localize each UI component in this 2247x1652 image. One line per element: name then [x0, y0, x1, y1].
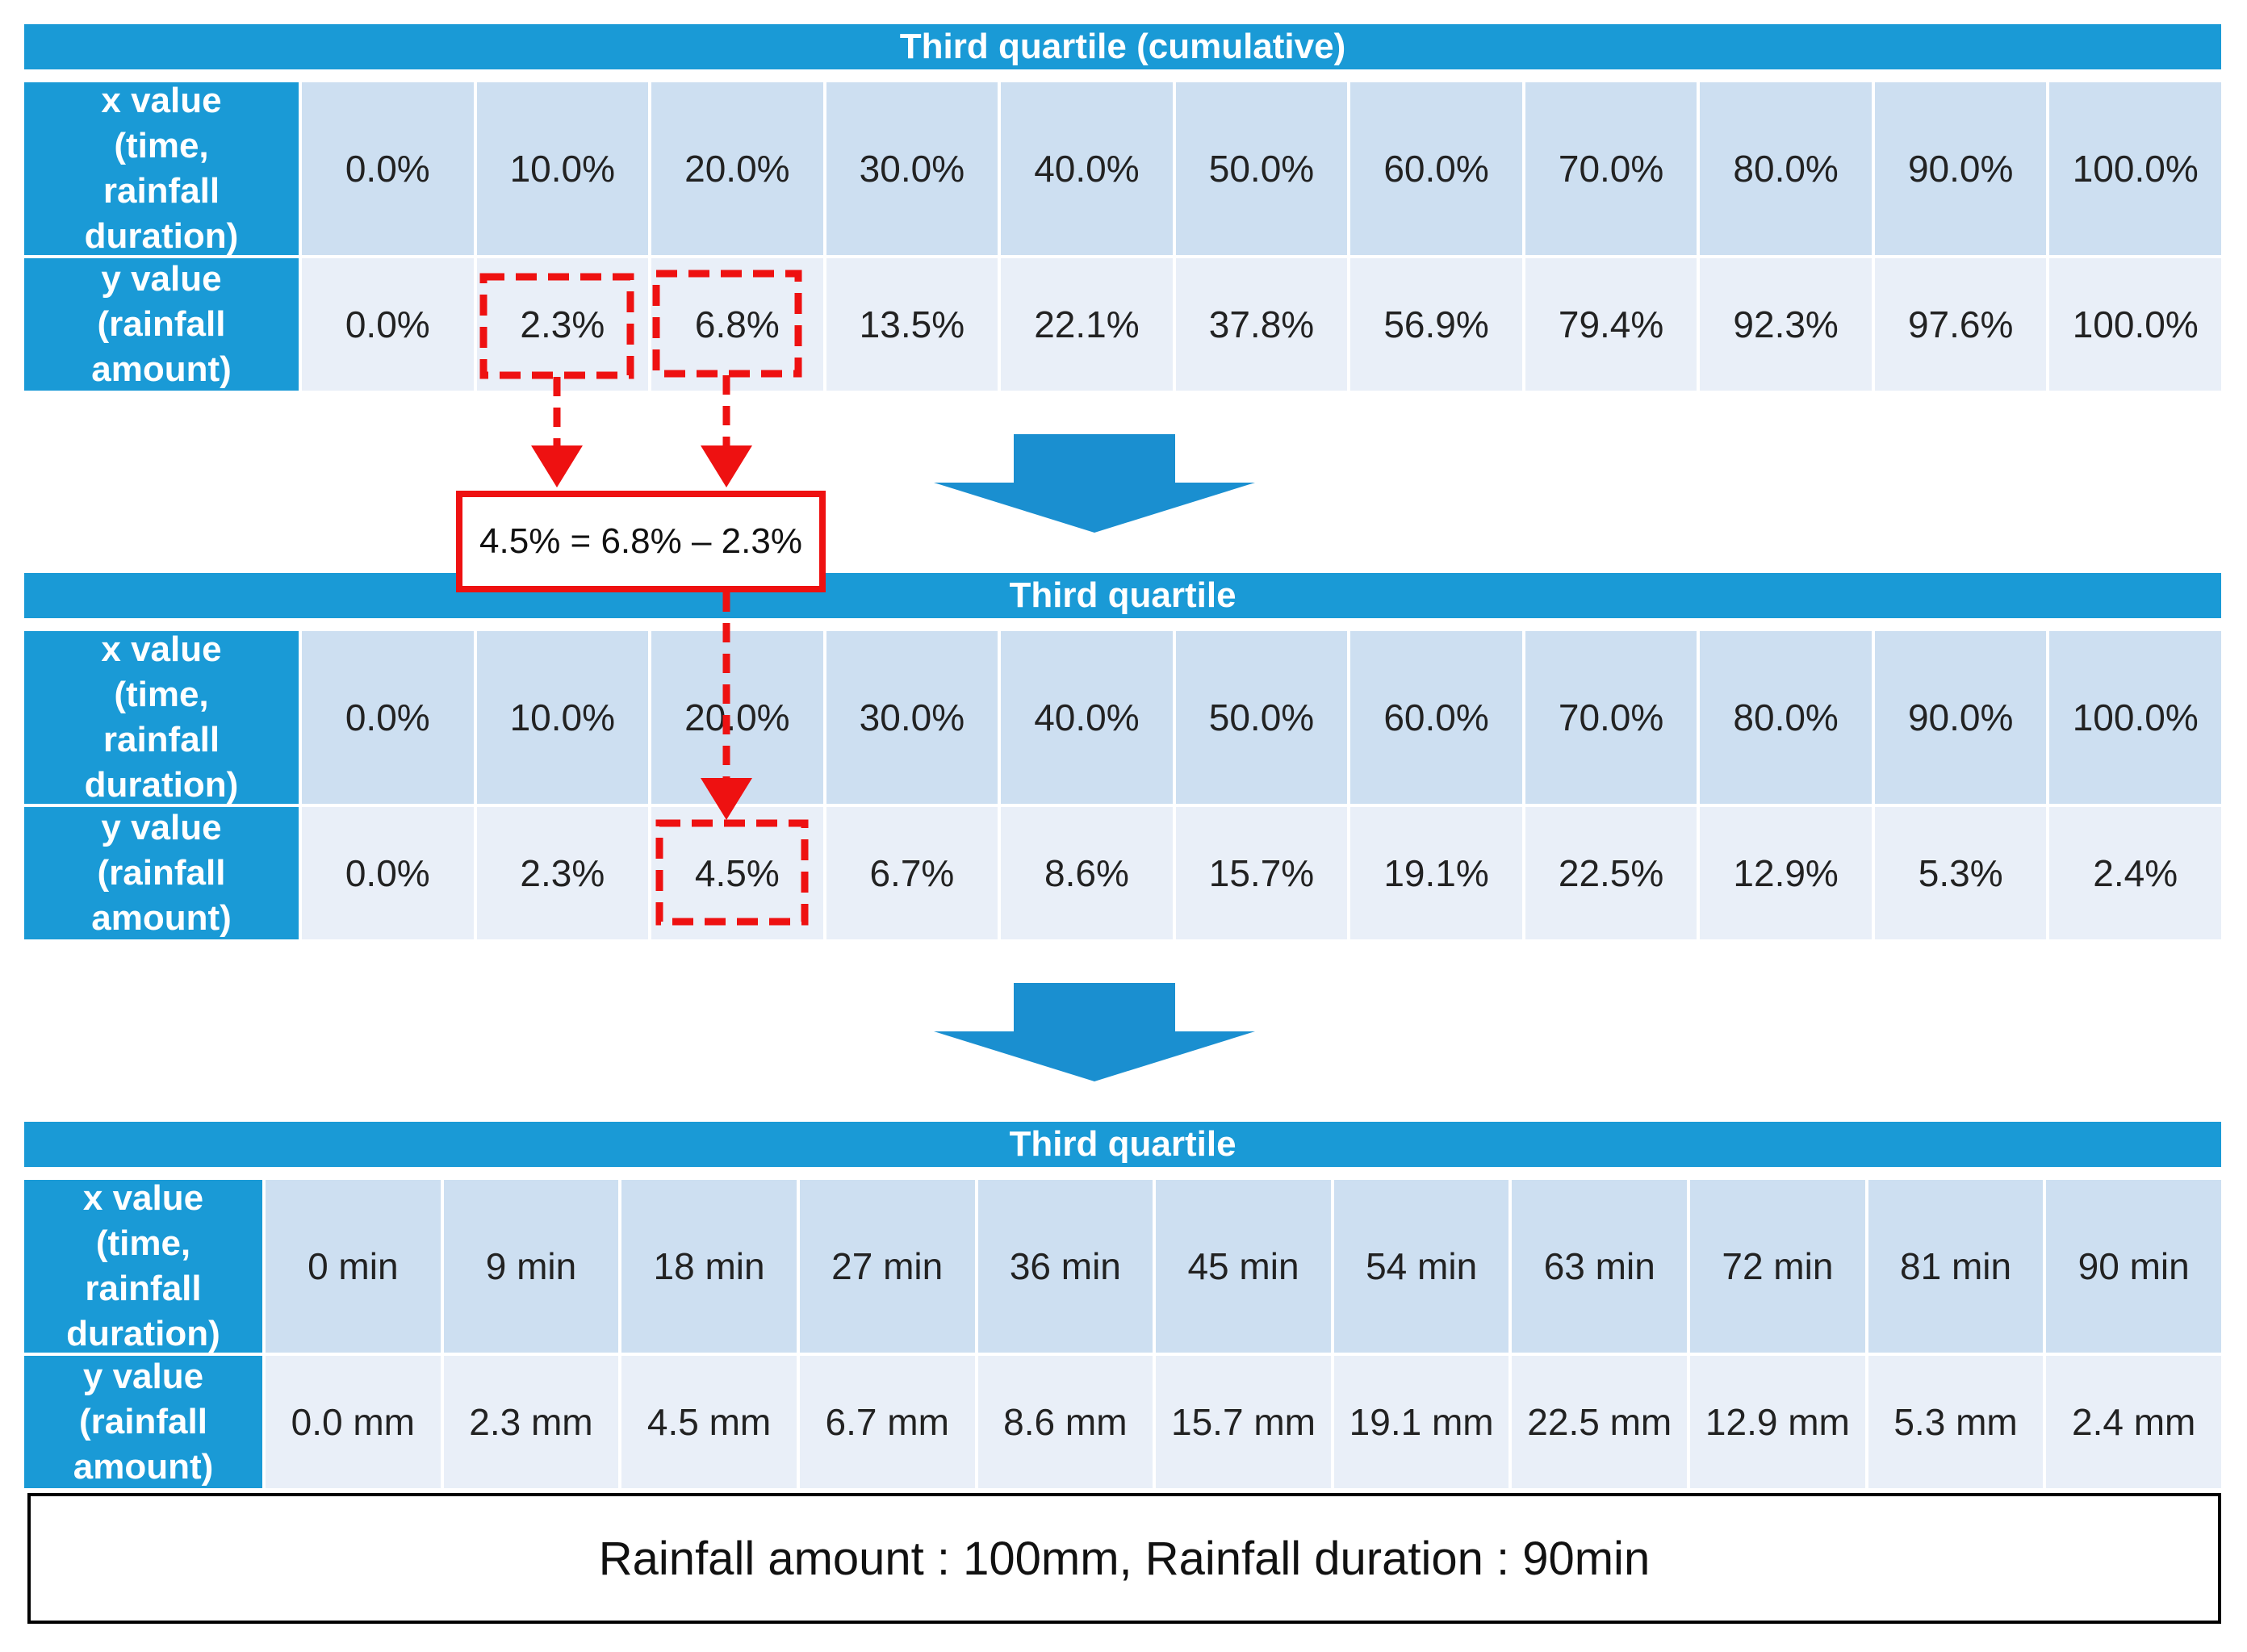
- section1-y-cell: 100.0%: [2049, 258, 2221, 391]
- section3-x-cell: 27 min: [799, 1180, 975, 1353]
- section3-y-cell: 5.3 mm: [1868, 1356, 2044, 1488]
- difference-formula: 4.5% = 6.8% – 2.3%: [456, 491, 826, 592]
- section1-x-cell: 50.0%: [1175, 82, 1348, 255]
- section2-y-cell: 2.4%: [2049, 807, 2221, 939]
- section3-x-cell: 0 min: [266, 1180, 441, 1353]
- section2-x-cell: 30.0%: [826, 631, 998, 804]
- section3-y-cell: 8.6 mm: [977, 1356, 1153, 1488]
- section3-x-cell: 90 min: [2046, 1180, 2221, 1353]
- section2-x-cell: 10.0%: [476, 631, 649, 804]
- section1-y-cell: 56.9%: [1350, 258, 1522, 391]
- x-row-header: x value (time, rainfall duration): [24, 81, 299, 256]
- section1-y-cell: 13.5%: [826, 258, 998, 391]
- section1-x-cell: 40.0%: [1001, 82, 1173, 255]
- section2-x-cell: 50.0%: [1175, 631, 1348, 804]
- section2-y-cell: 12.9%: [1700, 807, 1872, 939]
- section2-y-cell: 22.5%: [1525, 807, 1697, 939]
- section1-table: x value (time, rainfall duration) 0.0% 1…: [24, 81, 2221, 391]
- section1-y-cell: 97.6%: [1874, 258, 2047, 391]
- section1-y-cell: 22.1%: [1001, 258, 1173, 391]
- section1-x-cell: 60.0%: [1350, 82, 1522, 255]
- section1-x-cell: 100.0%: [2049, 82, 2221, 255]
- section1-x-cell: 80.0%: [1700, 82, 1872, 255]
- section3-x-cell: 45 min: [1156, 1180, 1331, 1353]
- section3-y-cell: 22.5 mm: [1512, 1356, 1688, 1488]
- y-row-header: y value (rainfall amount): [24, 807, 299, 939]
- section1-x-cell: 20.0%: [651, 82, 823, 255]
- down-arrow-icon: [934, 434, 1255, 533]
- summary-note: Rainfall amount : 100mm, Rainfall durati…: [27, 1493, 2221, 1624]
- section3-x-cell: 54 min: [1333, 1180, 1509, 1353]
- section3-y-cell: 2.3 mm: [443, 1356, 619, 1488]
- section2-x-cell: 100.0%: [2049, 631, 2221, 804]
- section1-y-cell: 6.8%: [651, 258, 823, 391]
- section2-x-cell: 80.0%: [1700, 631, 1872, 804]
- section3-y-cell: 4.5 mm: [621, 1356, 797, 1488]
- red-arrowhead-icon: [701, 445, 752, 487]
- section1-y-cell: 37.8%: [1175, 258, 1348, 391]
- section1-y-cell: 79.4%: [1525, 258, 1697, 391]
- section1-y-cell: 0.0%: [302, 258, 474, 391]
- section3-y-cell: 6.7 mm: [799, 1356, 975, 1488]
- section3-x-cell: 72 min: [1690, 1180, 1865, 1353]
- section3-title: Third quartile: [24, 1122, 2221, 1167]
- section2-x-cell: 60.0%: [1350, 631, 1522, 804]
- section3-x-cell: 36 min: [977, 1180, 1153, 1353]
- section2-title: Third quartile: [24, 573, 2221, 618]
- section1-x-cell: 10.0%: [476, 82, 649, 255]
- section3-y-cell: 2.4 mm: [2046, 1356, 2221, 1488]
- section3-x-cell: 9 min: [443, 1180, 619, 1353]
- section2-x-cell: 90.0%: [1874, 631, 2047, 804]
- section1-x-cell: 0.0%: [302, 82, 474, 255]
- down-arrow-icon: [934, 983, 1255, 1081]
- section2-y-cell: 4.5%: [651, 807, 823, 939]
- section3-y-cell: 12.9 mm: [1690, 1356, 1865, 1488]
- y-row-header: y value (rainfall amount): [24, 258, 299, 391]
- section2-y-cell: 5.3%: [1874, 807, 2047, 939]
- y-row-header: y value (rainfall amount): [24, 1356, 262, 1488]
- section3-y-cell: 19.1 mm: [1333, 1356, 1509, 1488]
- section3-x-cell: 63 min: [1512, 1180, 1688, 1353]
- section1-x-cell: 70.0%: [1525, 82, 1697, 255]
- section3-x-cell: 81 min: [1868, 1180, 2044, 1353]
- section2-x-cell: 70.0%: [1525, 631, 1697, 804]
- section3-x-cell: 18 min: [621, 1180, 797, 1353]
- section2-table: x value (time, rainfall duration) 0.0% 1…: [24, 629, 2221, 939]
- section2-y-cell: 2.3%: [476, 807, 649, 939]
- x-row-header: x value (time, rainfall duration): [24, 1178, 262, 1353]
- section2-x-cell: 20.0%: [651, 631, 823, 804]
- section2-y-cell: 8.6%: [1001, 807, 1173, 939]
- section2-x-cell: 0.0%: [302, 631, 474, 804]
- section1-x-cell: 30.0%: [826, 82, 998, 255]
- section2-y-cell: 6.7%: [826, 807, 998, 939]
- section2-x-cell: 40.0%: [1001, 631, 1173, 804]
- section1-x-cell: 90.0%: [1874, 82, 2047, 255]
- section3-table: x value (time, rainfall duration) 0 min …: [24, 1178, 2221, 1488]
- x-row-header: x value (time, rainfall duration): [24, 629, 299, 805]
- section1-y-cell: 92.3%: [1700, 258, 1872, 391]
- red-arrowhead-icon: [531, 445, 583, 487]
- section1-y-cell: 2.3%: [476, 258, 649, 391]
- section1-title: Third quartile (cumulative): [24, 24, 2221, 69]
- section2-y-cell: 19.1%: [1350, 807, 1522, 939]
- section3-y-cell: 0.0 mm: [266, 1356, 441, 1488]
- section2-y-cell: 15.7%: [1175, 807, 1348, 939]
- section2-y-cell: 0.0%: [302, 807, 474, 939]
- section3-y-cell: 15.7 mm: [1156, 1356, 1331, 1488]
